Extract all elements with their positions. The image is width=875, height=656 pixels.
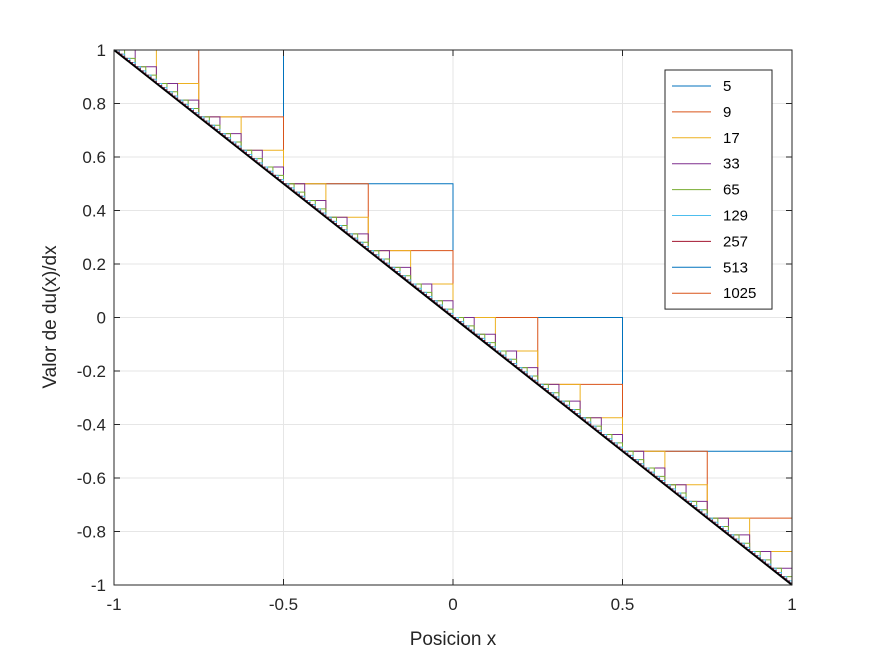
legend-label: 17 <box>723 130 740 147</box>
x-axis-label: Posicion x <box>410 629 497 650</box>
legend-label: 257 <box>723 233 748 250</box>
x-tick-label: 1 <box>787 595 796 614</box>
y-axis-label: Valor de du(x)/dx <box>40 245 61 389</box>
y-tick-label: -0.2 <box>77 362 106 381</box>
y-tick-label: 0.8 <box>82 95 106 114</box>
y-tick-label: 0.4 <box>82 202 106 221</box>
legend-label: 33 <box>723 156 740 173</box>
y-tick-label: -0.6 <box>77 469 106 488</box>
y-tick-label: 0.6 <box>82 148 106 167</box>
legend-label: 9 <box>723 104 731 121</box>
legend-label: 65 <box>723 182 740 199</box>
x-tick-label: 0 <box>448 595 457 614</box>
legend-label: 129 <box>723 208 748 225</box>
y-tick-label: -1 <box>91 576 106 595</box>
y-tick-labels: -1 -0.8 -0.6 -0.4 -0.2 0 0.2 0.4 0.6 0.8 1 <box>77 41 106 595</box>
legend-label: 5 <box>723 78 731 95</box>
x-tick-label: 0.5 <box>611 595 635 614</box>
x-tick-label: -0.5 <box>269 595 298 614</box>
legend[interactable]: 5 9 17 33 65 129 257 513 1025 <box>664 69 773 310</box>
y-tick-label: -0.4 <box>77 416 106 435</box>
x-tick-labels: -1 -0.5 0 0.5 1 <box>106 595 796 614</box>
exact-line-group <box>113 49 793 586</box>
ticks <box>113 49 793 586</box>
y-tick-label: 0 <box>97 309 106 328</box>
legend-label: 513 <box>723 259 748 276</box>
legend-label: 1025 <box>723 285 756 302</box>
x-tick-label: -1 <box>106 595 121 614</box>
exact-line <box>113 49 793 586</box>
y-tick-label: 1 <box>97 41 106 60</box>
y-tick-label: 0.2 <box>82 255 106 274</box>
y-tick-label: -0.8 <box>77 523 106 542</box>
